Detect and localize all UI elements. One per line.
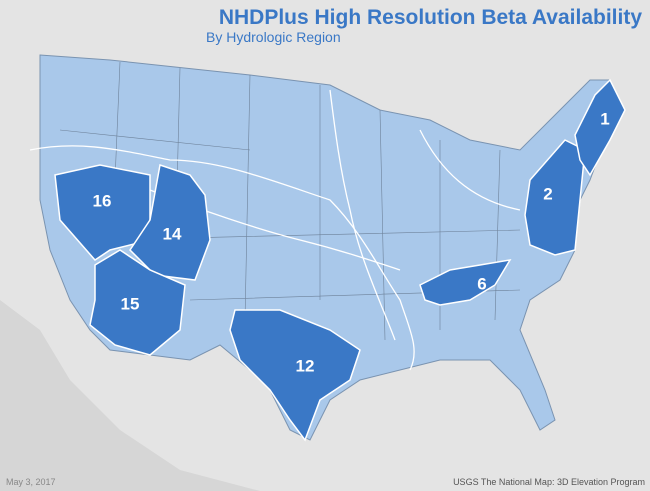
region-label: 6 <box>477 274 486 293</box>
title: NHDPlus High Resolution Beta Availabilit… <box>219 6 642 29</box>
region-label: 1 <box>600 109 609 128</box>
date: May 3, 2017 <box>6 477 56 487</box>
region-2 <box>524 139 586 256</box>
region-12 <box>229 309 361 442</box>
region-label: 2 <box>543 184 552 203</box>
subtitle: By Hydrologic Region <box>206 29 341 45</box>
state-lines <box>59 61 521 341</box>
region-label: 16 <box>93 191 112 210</box>
region-label: 15 <box>121 294 140 313</box>
credit: USGS The National Map: 3D Elevation Prog… <box>453 477 645 487</box>
us-outline <box>39 54 626 441</box>
region-15 <box>89 249 186 356</box>
mexico <box>0 300 260 491</box>
region-16 <box>54 164 151 261</box>
region-14 <box>129 164 211 281</box>
region-6 <box>419 258 512 306</box>
region-label: 14 <box>163 224 182 243</box>
region-1 <box>574 78 626 177</box>
region-label: 12 <box>296 356 315 375</box>
